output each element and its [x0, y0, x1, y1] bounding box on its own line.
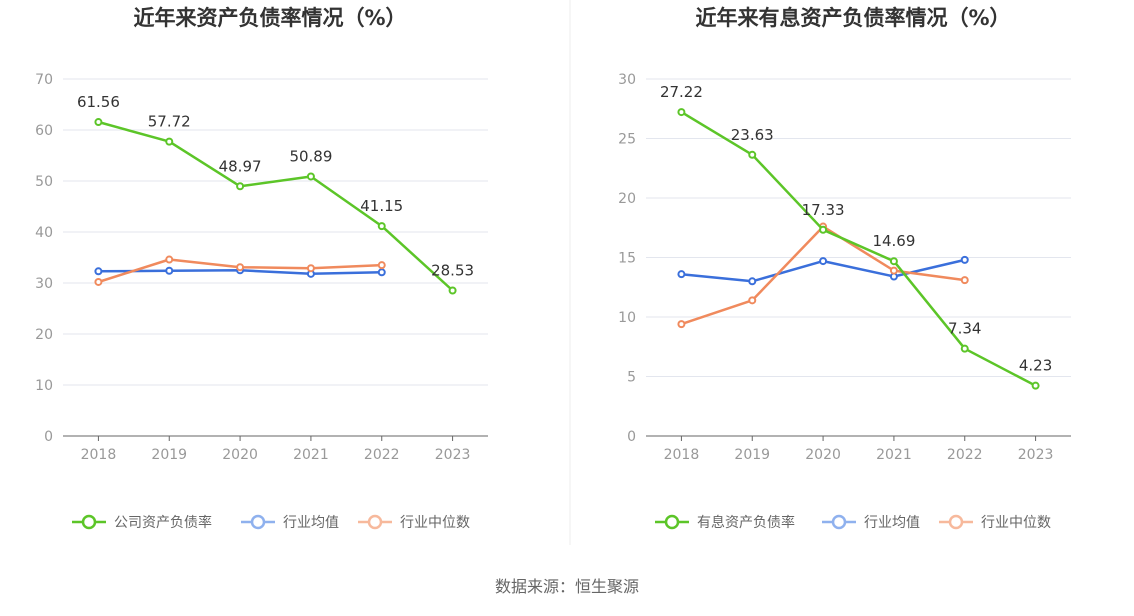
data-point [94, 118, 103, 127]
series-line [98, 120, 454, 292]
y-tick-label: 10 [35, 378, 53, 394]
data-point [960, 344, 969, 353]
legend-marker [250, 514, 266, 530]
x-tick-label: 2019 [151, 447, 187, 463]
data-point [94, 277, 103, 286]
data-label: 7.34 [948, 320, 981, 338]
legend-marker [81, 514, 97, 530]
data-label: 50.89 [289, 147, 332, 165]
legend-label: 公司资产负债率 [114, 514, 212, 531]
data-label: 57.72 [148, 113, 191, 131]
y-tick-label: 0 [44, 429, 53, 445]
x-tick-label: 2019 [734, 447, 770, 463]
y-tick-label: 60 [35, 123, 53, 139]
data-point [889, 257, 898, 266]
data-label: 61.56 [77, 93, 120, 111]
data-label: 28.53 [431, 261, 474, 279]
data-label: 4.23 [1019, 357, 1052, 375]
y-tick-label: 30 [618, 72, 636, 88]
data-point [236, 182, 245, 191]
legend-label: 行业中位数 [400, 515, 470, 531]
data-label: 14.69 [872, 232, 915, 250]
x-tick-label: 2022 [364, 447, 400, 463]
data-point [448, 286, 457, 295]
data-point [677, 108, 686, 117]
source-note: 数据来源：恒生聚源 [495, 577, 639, 596]
panel-interest-bearing-ratio: 近年来有息资产负债率情况（%） 0 5 10 15 20 25 30 2018 2019 2020 2… [618, 6, 1071, 531]
data-point [748, 277, 757, 286]
legend-marker [831, 514, 847, 530]
legend-label: 有息资产负债率 [697, 514, 795, 531]
data-point [306, 264, 315, 273]
legend-label: 行业均值 [283, 515, 339, 531]
data-point [677, 270, 686, 279]
data-point [960, 276, 969, 285]
data-point [889, 266, 898, 275]
series-line [681, 225, 965, 326]
data-label: 27.22 [660, 83, 703, 101]
data-point [748, 296, 757, 305]
legend-marker [664, 514, 680, 530]
panel-asset-liability-ratio: 近年来资产负债率情况（%） 0 10 20 30 40 50 60 70 2018 2019 2020… [35, 6, 488, 531]
data-point [960, 255, 969, 264]
y-tick-label: 30 [35, 276, 53, 292]
data-point [165, 255, 174, 264]
x-tick-label: 2020 [805, 447, 841, 463]
data-label: 23.63 [731, 126, 774, 144]
data-label: 17.33 [802, 201, 845, 219]
data-point [165, 137, 174, 146]
y-tick-label: 70 [35, 72, 53, 88]
y-tick-label: 0 [627, 429, 636, 445]
y-tick-label: 50 [35, 174, 53, 190]
x-tick-label: 2021 [876, 447, 912, 463]
x-tick-label: 2021 [293, 447, 329, 463]
x-tick-label: 2018 [664, 447, 700, 463]
data-point [94, 267, 103, 276]
y-tick-label: 40 [35, 225, 53, 241]
y-tick-label: 20 [35, 327, 53, 343]
legend-label: 行业中位数 [981, 515, 1051, 531]
series-line [680, 111, 1037, 387]
x-tick-label: 2018 [81, 447, 117, 463]
data-point [236, 263, 245, 272]
legend-marker [367, 514, 383, 530]
y-tick-label: 20 [618, 191, 636, 207]
chart-title: 近年来有息资产负债率情况（%） [695, 6, 1010, 30]
y-tick-label: 15 [618, 251, 636, 267]
x-tick-label: 2023 [435, 447, 471, 463]
data-point [1031, 381, 1040, 390]
legend-marker [948, 514, 964, 530]
x-tick-label: 2020 [222, 447, 258, 463]
data-label: 48.97 [219, 157, 262, 175]
data-point [748, 150, 757, 159]
x-tick-label: 2023 [1018, 447, 1054, 463]
y-tick-label: 25 [618, 132, 636, 148]
data-point [819, 257, 828, 266]
data-point [377, 261, 386, 270]
data-point [377, 222, 386, 231]
x-tick-label: 2022 [947, 447, 983, 463]
y-tick-label: 5 [627, 370, 636, 386]
data-point [306, 172, 315, 181]
data-point [377, 268, 386, 277]
chart-title: 近年来资产负债率情况（%） [133, 6, 406, 30]
data-label: 41.15 [360, 197, 403, 215]
data-point [819, 225, 828, 234]
data-point [677, 320, 686, 329]
y-tick-label: 10 [618, 310, 636, 326]
legend-label: 行业均值 [864, 515, 920, 531]
data-point [165, 266, 174, 275]
